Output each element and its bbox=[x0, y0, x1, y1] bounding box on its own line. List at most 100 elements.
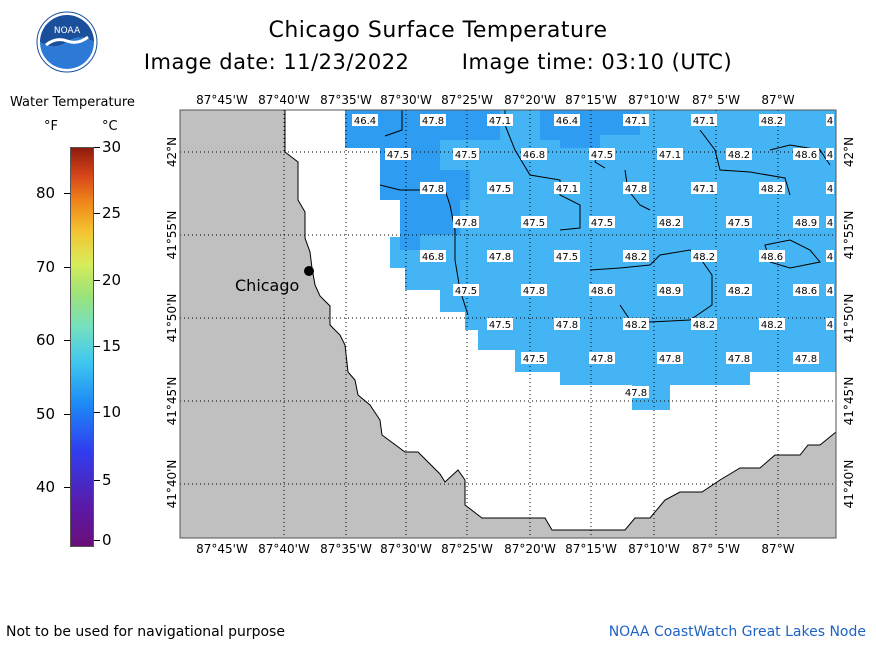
label-box bbox=[420, 182, 446, 194]
label-box bbox=[826, 318, 834, 330]
tick-mark bbox=[94, 540, 100, 541]
temperature-value: 4 bbox=[827, 150, 833, 161]
fahrenheit-tick-label: 80 bbox=[36, 184, 56, 202]
temperature-value: 47.5 bbox=[455, 150, 477, 161]
temperature-cell: 46.4 bbox=[554, 114, 580, 127]
label-box bbox=[589, 352, 615, 364]
unit-celsius: °C bbox=[102, 119, 118, 134]
temperature-value: 47.5 bbox=[556, 252, 578, 263]
temperature-cell: 47.5 bbox=[487, 318, 513, 331]
longitude-label: 87°W bbox=[761, 542, 794, 556]
temperature-value: 48.2 bbox=[693, 320, 715, 331]
temperature-value: 4 bbox=[827, 218, 833, 229]
temperature-cell: 47.1 bbox=[657, 148, 683, 161]
label-box bbox=[521, 148, 547, 160]
latitude-label: 41°50'N bbox=[165, 294, 179, 343]
tick-mark bbox=[64, 414, 70, 415]
isotherm bbox=[769, 144, 831, 166]
temperature-cell: 48.2 bbox=[726, 284, 752, 297]
label-box bbox=[623, 250, 649, 262]
temperature-value: 47.8 bbox=[422, 184, 444, 195]
tick-mark bbox=[94, 480, 100, 481]
temperature-cell: 47.8 bbox=[453, 216, 479, 229]
temperature-cell: 47.8 bbox=[623, 182, 649, 195]
label-box bbox=[726, 352, 752, 364]
image-date: Image date: 11/23/2022 bbox=[143, 50, 410, 74]
temperature-cell: 4 bbox=[826, 216, 834, 229]
label-box bbox=[826, 284, 834, 296]
temperature-value: 48.2 bbox=[761, 320, 783, 331]
temperature-colorbar bbox=[70, 147, 94, 547]
celsius-tick-label: 15 bbox=[102, 337, 122, 355]
temperature-cell: 47.8 bbox=[623, 386, 649, 399]
label-box bbox=[487, 318, 513, 330]
temperature-cell: 4 bbox=[826, 318, 834, 331]
temperature-value: 47.8 bbox=[659, 354, 681, 365]
celsius-tick-label: 20 bbox=[102, 271, 122, 289]
temperature-value: 47.8 bbox=[523, 286, 545, 297]
temperature-cell: 46.4 bbox=[352, 114, 378, 127]
temperature-cell: 48.2 bbox=[759, 318, 785, 331]
graticule bbox=[180, 110, 836, 538]
temperature-cell: 48.6 bbox=[793, 284, 819, 297]
label-box bbox=[453, 148, 479, 160]
label-box bbox=[589, 216, 615, 228]
temperature-value: 47.5 bbox=[591, 150, 613, 161]
label-box bbox=[691, 250, 717, 262]
label-box bbox=[487, 114, 513, 126]
label-box bbox=[759, 182, 785, 194]
temperature-cell: 47.5 bbox=[589, 216, 615, 229]
temperature-value: 47.8 bbox=[795, 354, 817, 365]
fahrenheit-tick-label: 40 bbox=[36, 478, 56, 496]
longitude-label: 87°35'W bbox=[320, 542, 372, 556]
latitude-label: 41°45'N bbox=[165, 377, 179, 426]
city-marker-icon bbox=[304, 266, 314, 276]
temperature-value: 48.6 bbox=[591, 286, 613, 297]
temperature-cell: 47.1 bbox=[691, 114, 717, 127]
temperature-value: 47.5 bbox=[728, 218, 750, 229]
longitude-label: 87°10'W bbox=[628, 93, 680, 107]
longitude-label: 87°40'W bbox=[258, 93, 310, 107]
logo-text: NOAA bbox=[54, 26, 81, 36]
longitude-label: 87°W bbox=[761, 93, 794, 107]
label-box bbox=[691, 318, 717, 330]
label-box bbox=[657, 148, 683, 160]
temperature-value: 48.6 bbox=[795, 286, 817, 297]
longitude-label: 87°40'W bbox=[258, 542, 310, 556]
label-box bbox=[623, 114, 649, 126]
latitude-label: 41°55'N bbox=[165, 211, 179, 260]
temperature-cell: 48.2 bbox=[623, 318, 649, 331]
temperature-value: 4 bbox=[827, 184, 833, 195]
temperature-value: 46.8 bbox=[523, 150, 545, 161]
label-box bbox=[623, 318, 649, 330]
temperature-value: 47.1 bbox=[489, 116, 511, 127]
label-box bbox=[554, 182, 580, 194]
temperature-value: 48.2 bbox=[761, 116, 783, 127]
temperature-cell: 47.8 bbox=[554, 318, 580, 331]
isotherm bbox=[384, 110, 403, 137]
image-time: Image time: 03:10 (UTC) bbox=[461, 50, 733, 74]
temperature-value: 48.9 bbox=[795, 218, 817, 229]
label-box bbox=[657, 284, 683, 296]
temperature-cell: 47.8 bbox=[420, 182, 446, 195]
label-box bbox=[826, 250, 834, 262]
temperature-cell: 48.2 bbox=[759, 182, 785, 195]
latitude-label: 41°50'N bbox=[842, 294, 856, 343]
scale-title: Water Temperature bbox=[10, 95, 135, 110]
celsius-tick-label: 0 bbox=[102, 531, 112, 549]
temperature-value: 47.8 bbox=[489, 252, 511, 263]
city-label: Chicago bbox=[235, 276, 299, 295]
longitude-label: 87°10'W bbox=[628, 542, 680, 556]
temperature-cell: 48.2 bbox=[726, 148, 752, 161]
image-timestamp: Image date: 11/23/2022 Image time: 03:10… bbox=[0, 50, 876, 74]
temperature-value: 48.2 bbox=[728, 150, 750, 161]
latitude-label: 41°45'N bbox=[842, 377, 856, 426]
temperature-value: 47.1 bbox=[625, 116, 647, 127]
temperature-cell: 47.8 bbox=[487, 250, 513, 263]
temperature-cell: 47.1 bbox=[623, 114, 649, 127]
temperature-value: 47.8 bbox=[625, 184, 647, 195]
longitude-label: 87° 5'W bbox=[692, 542, 740, 556]
longitude-label: 87°45'W bbox=[196, 542, 248, 556]
tick-mark bbox=[94, 213, 100, 214]
